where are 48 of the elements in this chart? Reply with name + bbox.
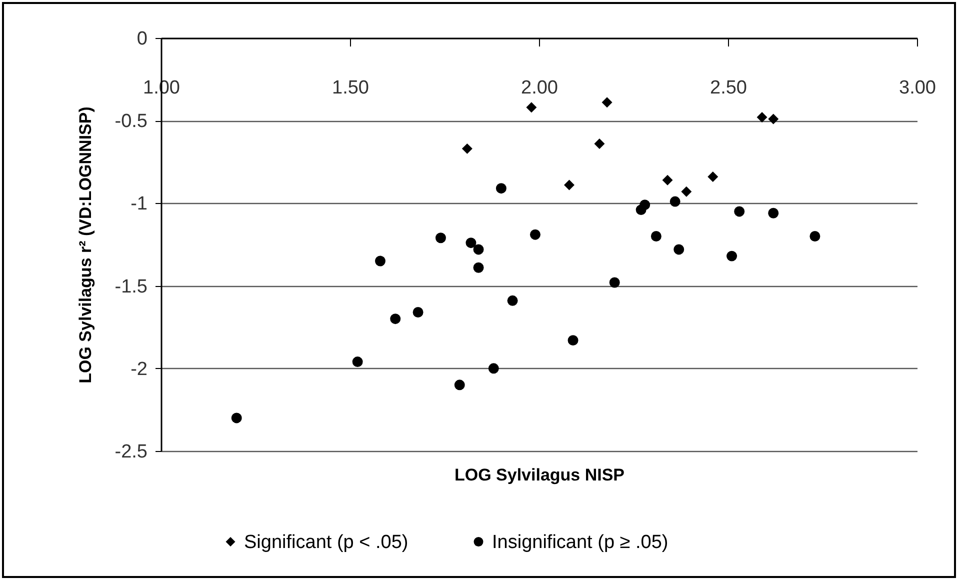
point [488,363,499,374]
point [662,174,673,186]
y-tick-label: -2.5 [114,442,148,462]
legend-label: Significant (p < .05) [244,532,408,553]
point [374,256,386,266]
x-axis-title: LOG Sylvilagus NISP [454,466,625,484]
point [810,231,820,242]
point [681,186,692,197]
point [734,206,745,217]
point [390,314,401,324]
legend-label: Insignificant (p ≥ .05) [492,532,668,553]
y-tick-label: -0.5 [114,111,148,132]
x-tick-label: 2.50 [710,78,747,98]
point [708,172,718,182]
point [674,244,684,255]
point [650,231,662,242]
point [636,204,646,216]
point [768,114,779,124]
x-tick-label: 3.00 [899,78,936,98]
point [231,412,242,424]
point [609,277,620,288]
point [602,97,612,108]
point [530,229,540,240]
point [496,183,506,194]
point [526,102,537,113]
point [352,356,363,368]
point [768,208,779,218]
point [568,335,578,346]
point [670,196,680,207]
point [594,138,605,149]
point [473,244,484,255]
point [756,112,768,123]
x-tick-label: 1.50 [332,78,369,98]
point [507,295,518,306]
y-tick-label: -1.5 [114,276,148,298]
point [473,262,484,273]
point [435,232,446,244]
y-axis-title: LOG Sylvilagus r² (VD:LOGNNISP) [76,106,95,384]
point [726,250,738,262]
point [462,143,472,154]
y-tick-label: -1 [130,194,148,215]
y-tick-label: 0 [136,28,148,50]
point [466,238,476,248]
point [412,307,424,318]
point [454,380,465,390]
x-tick-label: 2.00 [521,78,558,98]
y-tick-label: -2 [130,358,148,380]
point [564,180,574,190]
